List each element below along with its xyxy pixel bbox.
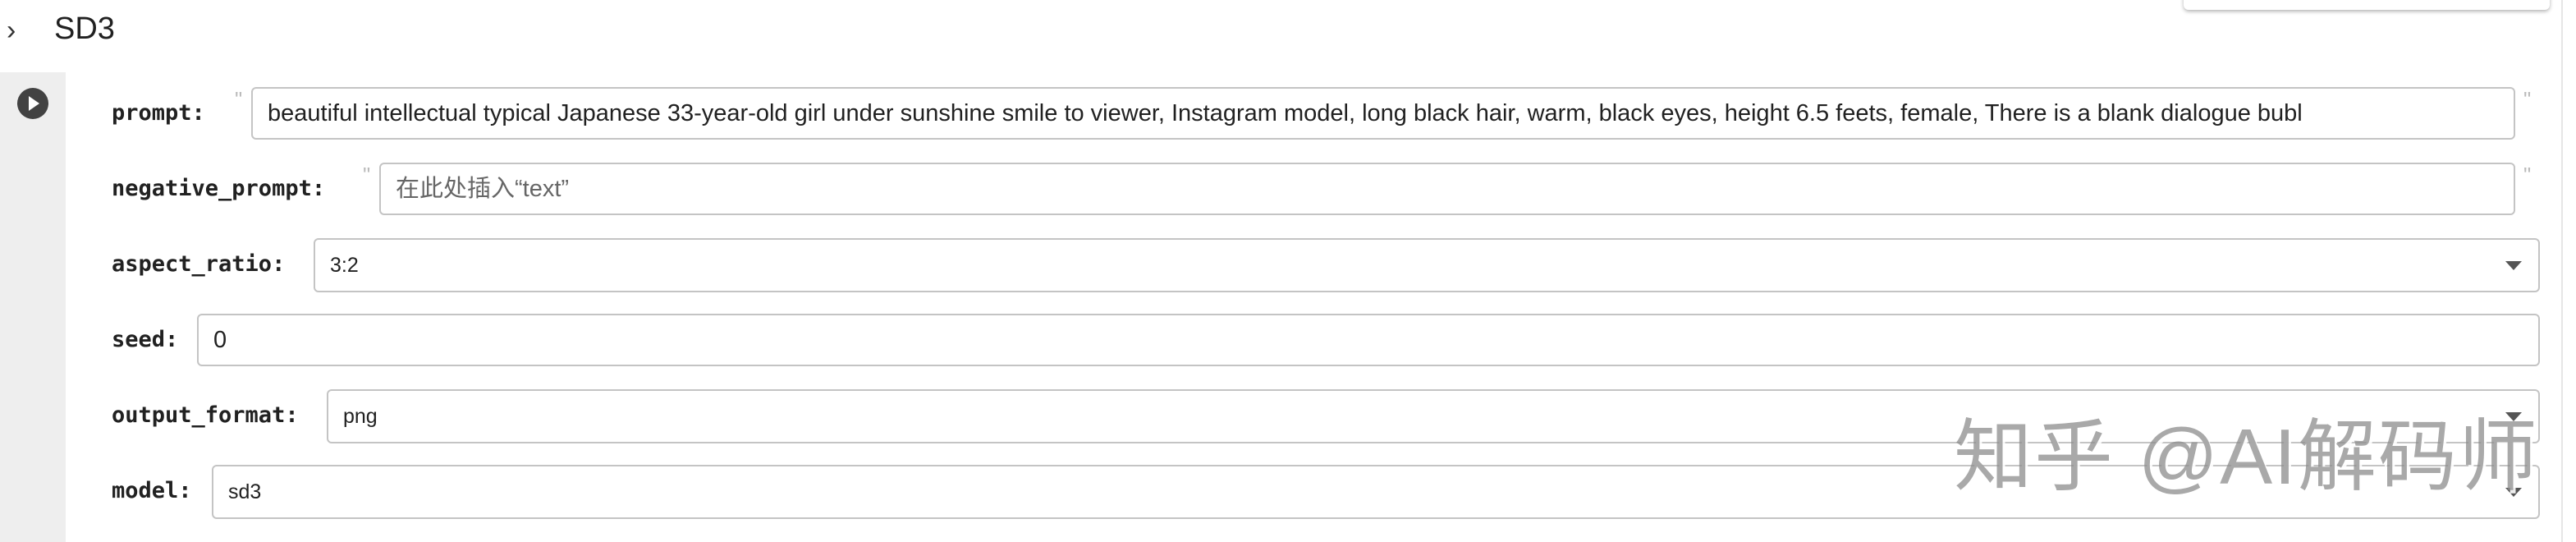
chevron-right-icon[interactable]: › bbox=[7, 15, 16, 46]
seed-input[interactable]: 0 bbox=[197, 314, 2540, 366]
output-format-select[interactable]: png bbox=[327, 389, 2540, 443]
negative-prompt-placeholder: 在此处插入“text” bbox=[396, 175, 570, 202]
dropdown-arrow-icon bbox=[2505, 261, 2522, 270]
prompt-label: prompt: bbox=[112, 100, 205, 126]
aspect-ratio-value: 3:2 bbox=[330, 253, 359, 277]
aspect-ratio-select[interactable]: 3:2 bbox=[314, 238, 2540, 292]
cell-gutter bbox=[0, 72, 66, 542]
quote-open: " bbox=[363, 163, 371, 187]
dropdown-arrow-icon bbox=[2505, 412, 2522, 421]
prompt-value: beautiful intellectual typical Japanese … bbox=[268, 99, 2303, 126]
play-circle-icon[interactable] bbox=[17, 88, 48, 119]
quote-close: " bbox=[2523, 87, 2532, 112]
section-title: SD3 bbox=[54, 11, 115, 46]
model-label: model: bbox=[112, 478, 192, 503]
floating-toolbar[interactable] bbox=[2184, 0, 2550, 10]
seed-value: 0 bbox=[213, 326, 227, 353]
quote-close: " bbox=[2523, 163, 2532, 187]
prompt-input[interactable]: beautiful intellectual typical Japanese … bbox=[251, 87, 2515, 140]
seed-label: seed: bbox=[112, 327, 179, 352]
dropdown-arrow-icon bbox=[2505, 488, 2522, 497]
panel-border bbox=[2561, 0, 2563, 542]
aspect-ratio-label: aspect_ratio: bbox=[112, 251, 286, 277]
model-value: sd3 bbox=[228, 480, 262, 503]
quote-open: " bbox=[235, 87, 243, 112]
output-format-value: png bbox=[343, 404, 378, 428]
negative-prompt-input[interactable]: 在此处插入“text” bbox=[379, 163, 2515, 215]
output-format-label: output_format: bbox=[112, 402, 299, 428]
model-select[interactable]: sd3 bbox=[212, 465, 2540, 519]
watermark: 知乎 @AI解码师 bbox=[1954, 413, 2539, 501]
negative-prompt-label: negative_prompt: bbox=[112, 176, 326, 201]
